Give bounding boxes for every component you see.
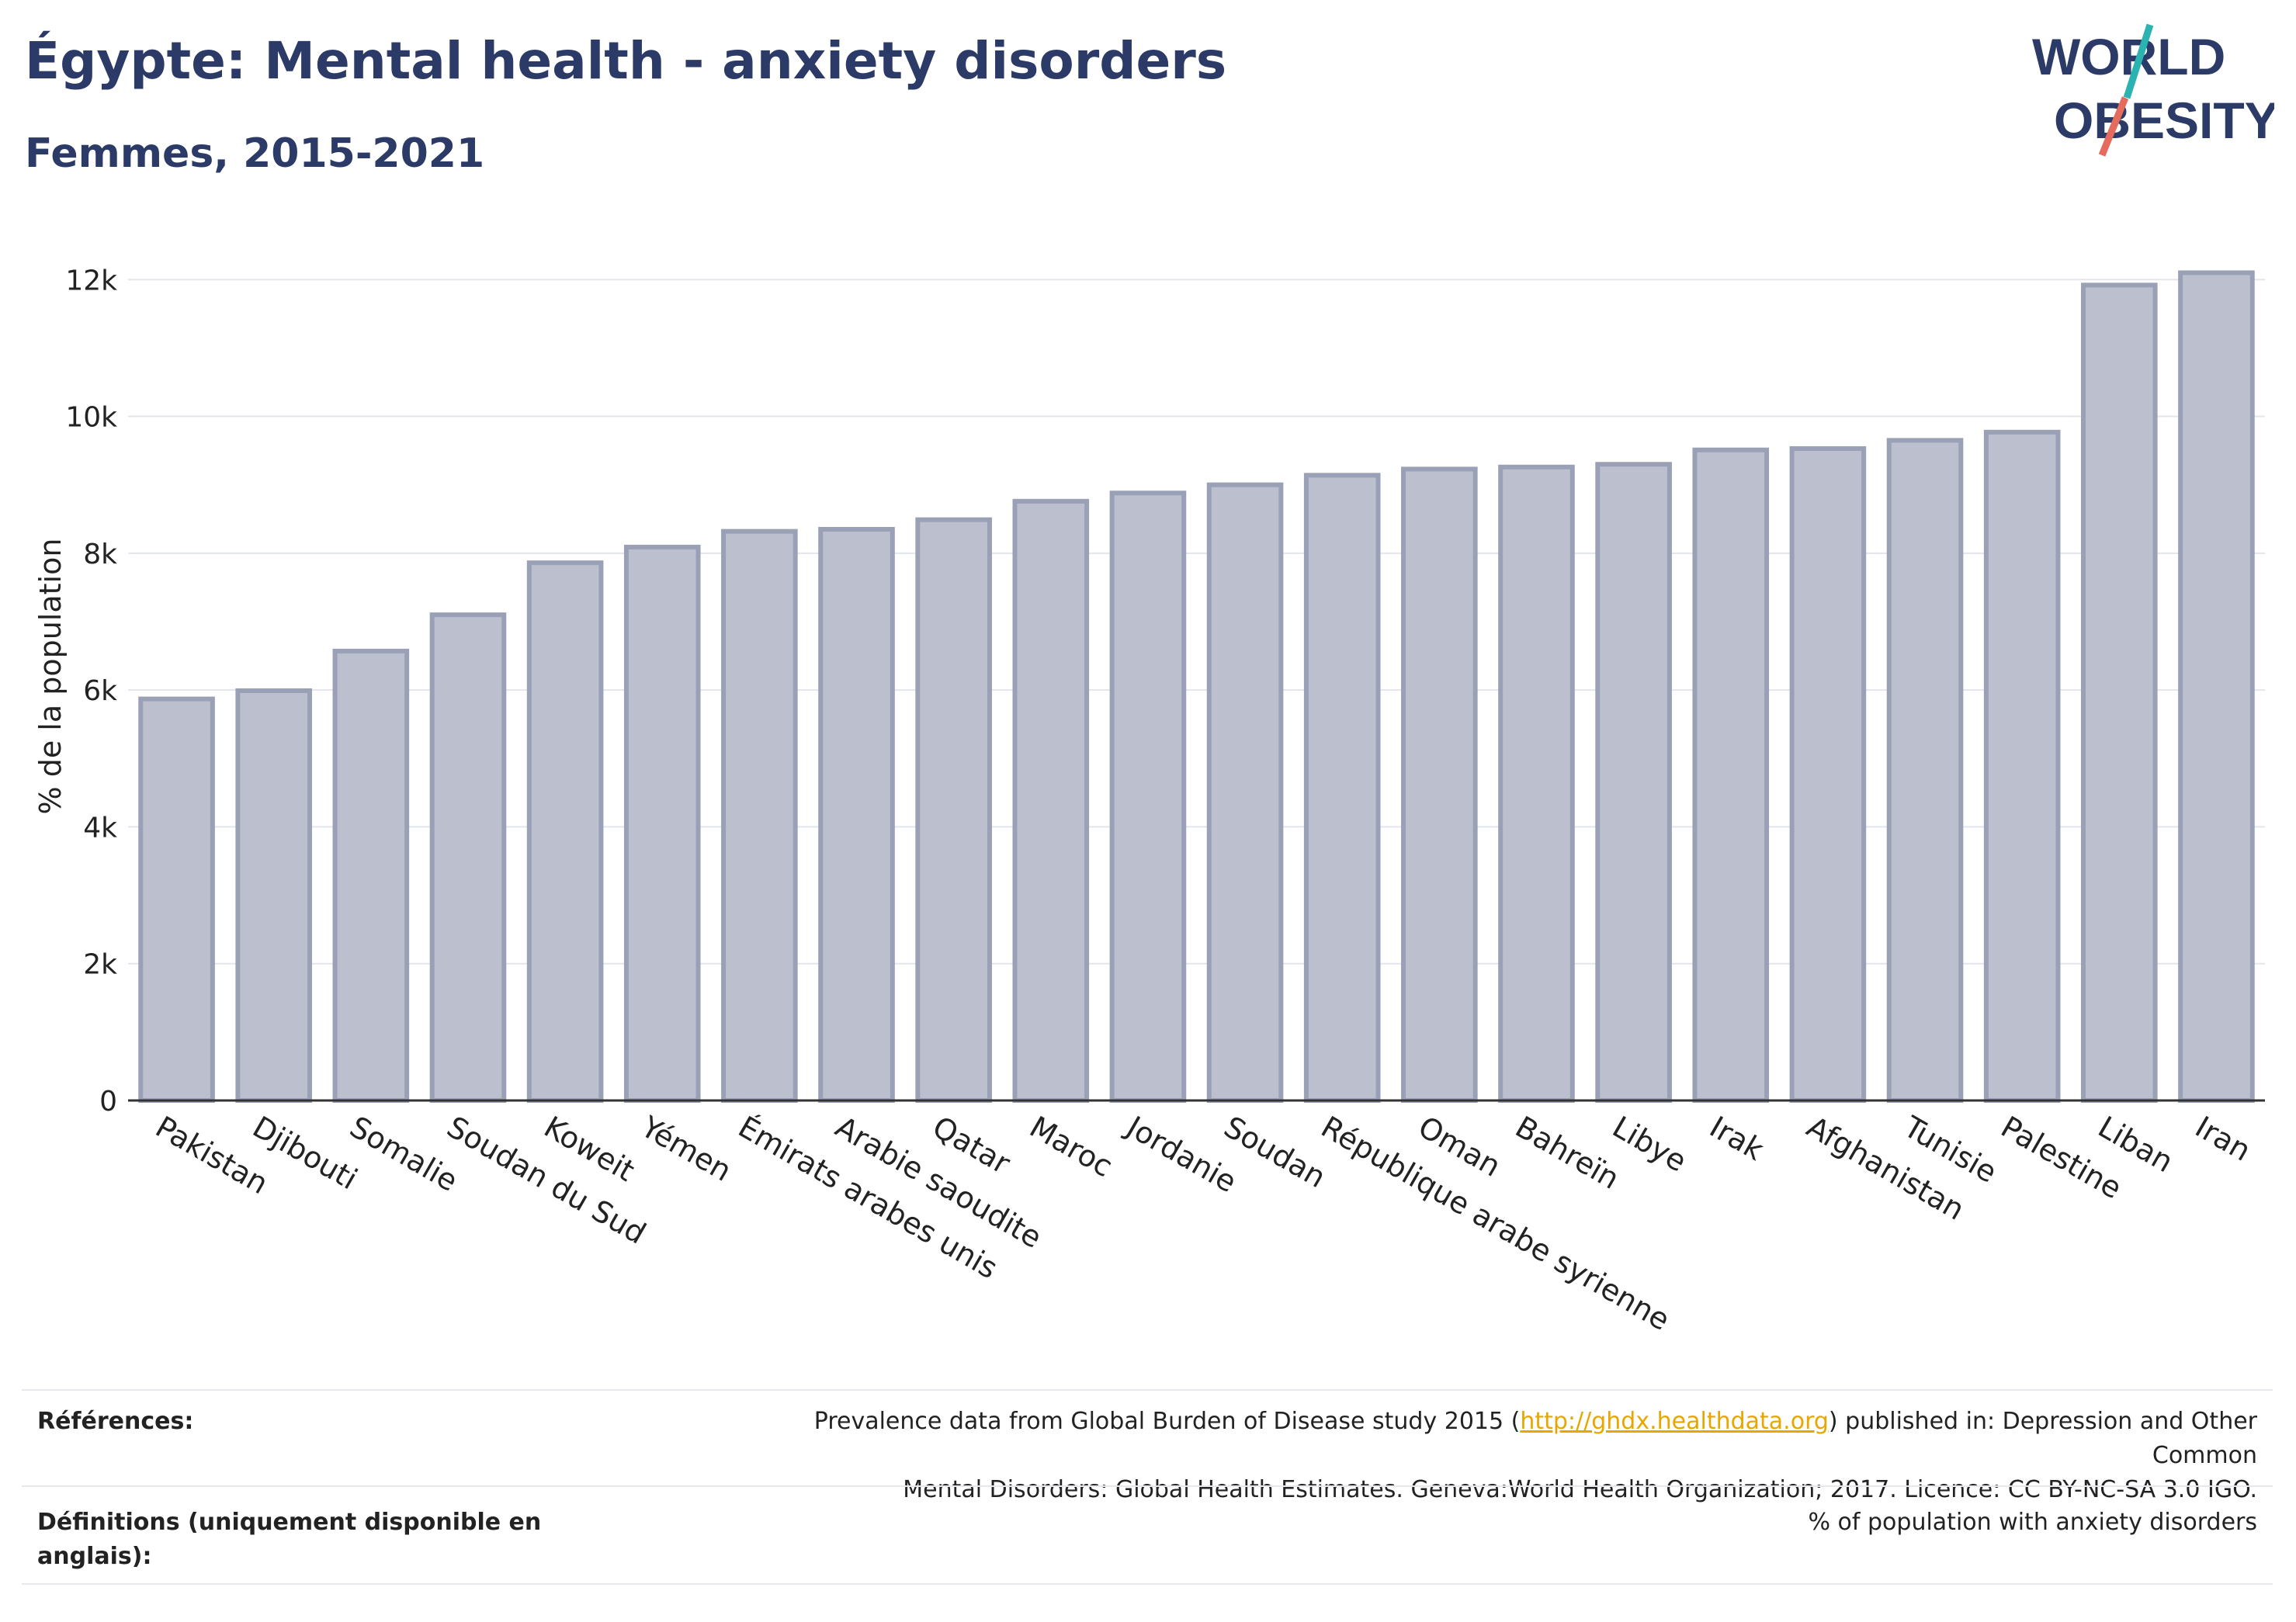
- bar[interactable]: [721, 529, 798, 1103]
- references-text-before: Prevalence data from Global Burden of Di…: [813, 1408, 1521, 1435]
- bar[interactable]: [1109, 490, 1187, 1103]
- logo-slash-teal: [2123, 23, 2154, 99]
- references-link[interactable]: http://ghdx.healthdata.org: [1520, 1408, 1829, 1435]
- bar[interactable]: [235, 688, 313, 1103]
- y-axis-ticks: 0 2k 4k 6k 8k 10k 12k: [65, 265, 117, 1118]
- x-tick-label: Yémen: [635, 1109, 737, 1188]
- references-text: Prevalence data from Global Burden of Di…: [705, 1405, 2257, 1507]
- x-tick-label: Irak: [1704, 1110, 1769, 1167]
- bar[interactable]: [623, 544, 701, 1103]
- x-tick-label: Somalie: [344, 1110, 463, 1198]
- footer-divider-mid: [22, 1485, 2273, 1487]
- bar[interactable]: [1498, 464, 1575, 1103]
- references-line2: Mental Disorders: Global Health Estimate…: [903, 1476, 2257, 1503]
- y-tick-label: 10k: [65, 402, 117, 434]
- bar[interactable]: [1206, 482, 1284, 1103]
- chart-title: Égypte: Mental health - anxiety disorder…: [25, 31, 1227, 91]
- chart-subtitle: Femmes, 2015-2021: [25, 130, 485, 177]
- y-tick-label: 6k: [83, 675, 117, 707]
- definitions-section: Définitions (uniquement disponible en an…: [22, 1485, 2273, 1579]
- x-tick-label: Iran: [2190, 1110, 2256, 1168]
- bar[interactable]: [332, 648, 410, 1103]
- x-tick-label: Maroc: [1024, 1110, 1119, 1184]
- bar[interactable]: [2178, 270, 2255, 1103]
- bar[interactable]: [429, 612, 507, 1103]
- y-tick-label: 2k: [83, 949, 117, 981]
- y-tick-label: 8k: [83, 539, 117, 570]
- y-tick-label: 4k: [83, 812, 117, 844]
- references-section: Références: Prevalence data from Global …: [22, 1389, 2273, 1503]
- bar[interactable]: [1012, 498, 1090, 1103]
- footer-divider-bottom: [22, 1583, 2273, 1585]
- bar[interactable]: [138, 696, 215, 1103]
- logo-line2: OBESITY: [2054, 92, 2274, 149]
- logo-slash-coral: [2098, 96, 2129, 157]
- definitions-text: % of population with anxiety disorders: [1808, 1509, 2257, 1536]
- definitions-label: Définitions (uniquement disponible en an…: [37, 1509, 542, 1570]
- bar[interactable]: [1595, 462, 1672, 1103]
- footer-divider-top: [22, 1389, 2273, 1391]
- bar[interactable]: [1692, 447, 1770, 1103]
- bar-chart: 0 2k 4k 6k 8k 10k 12k PakistanDjiboutiSomalieS…: [33, 265, 2265, 1337]
- bar[interactable]: [526, 560, 604, 1103]
- bar[interactable]: [2080, 282, 2158, 1103]
- bars: [138, 270, 2255, 1103]
- bar[interactable]: [818, 526, 895, 1103]
- y-tick-label: 0: [99, 1086, 117, 1118]
- world-obesity-logo: WORLD OBESITY: [2032, 23, 2274, 157]
- bar[interactable]: [1886, 438, 1964, 1103]
- bar[interactable]: [1789, 445, 1867, 1103]
- bar[interactable]: [1983, 429, 2061, 1103]
- x-tick-label: Jordanie: [1120, 1109, 1243, 1200]
- bar[interactable]: [1303, 473, 1381, 1103]
- references-label: Références:: [37, 1408, 194, 1435]
- y-tick-label: 12k: [65, 265, 117, 296]
- logo-line1: WORLD: [2032, 28, 2225, 85]
- references-text-after: ) published in: Depression and Other Com…: [1828, 1408, 2257, 1469]
- bar[interactable]: [1401, 466, 1478, 1103]
- x-tick-label: Bahreïn: [1510, 1110, 1625, 1196]
- bar[interactable]: [915, 517, 992, 1103]
- y-axis-label: % de la population: [33, 539, 68, 815]
